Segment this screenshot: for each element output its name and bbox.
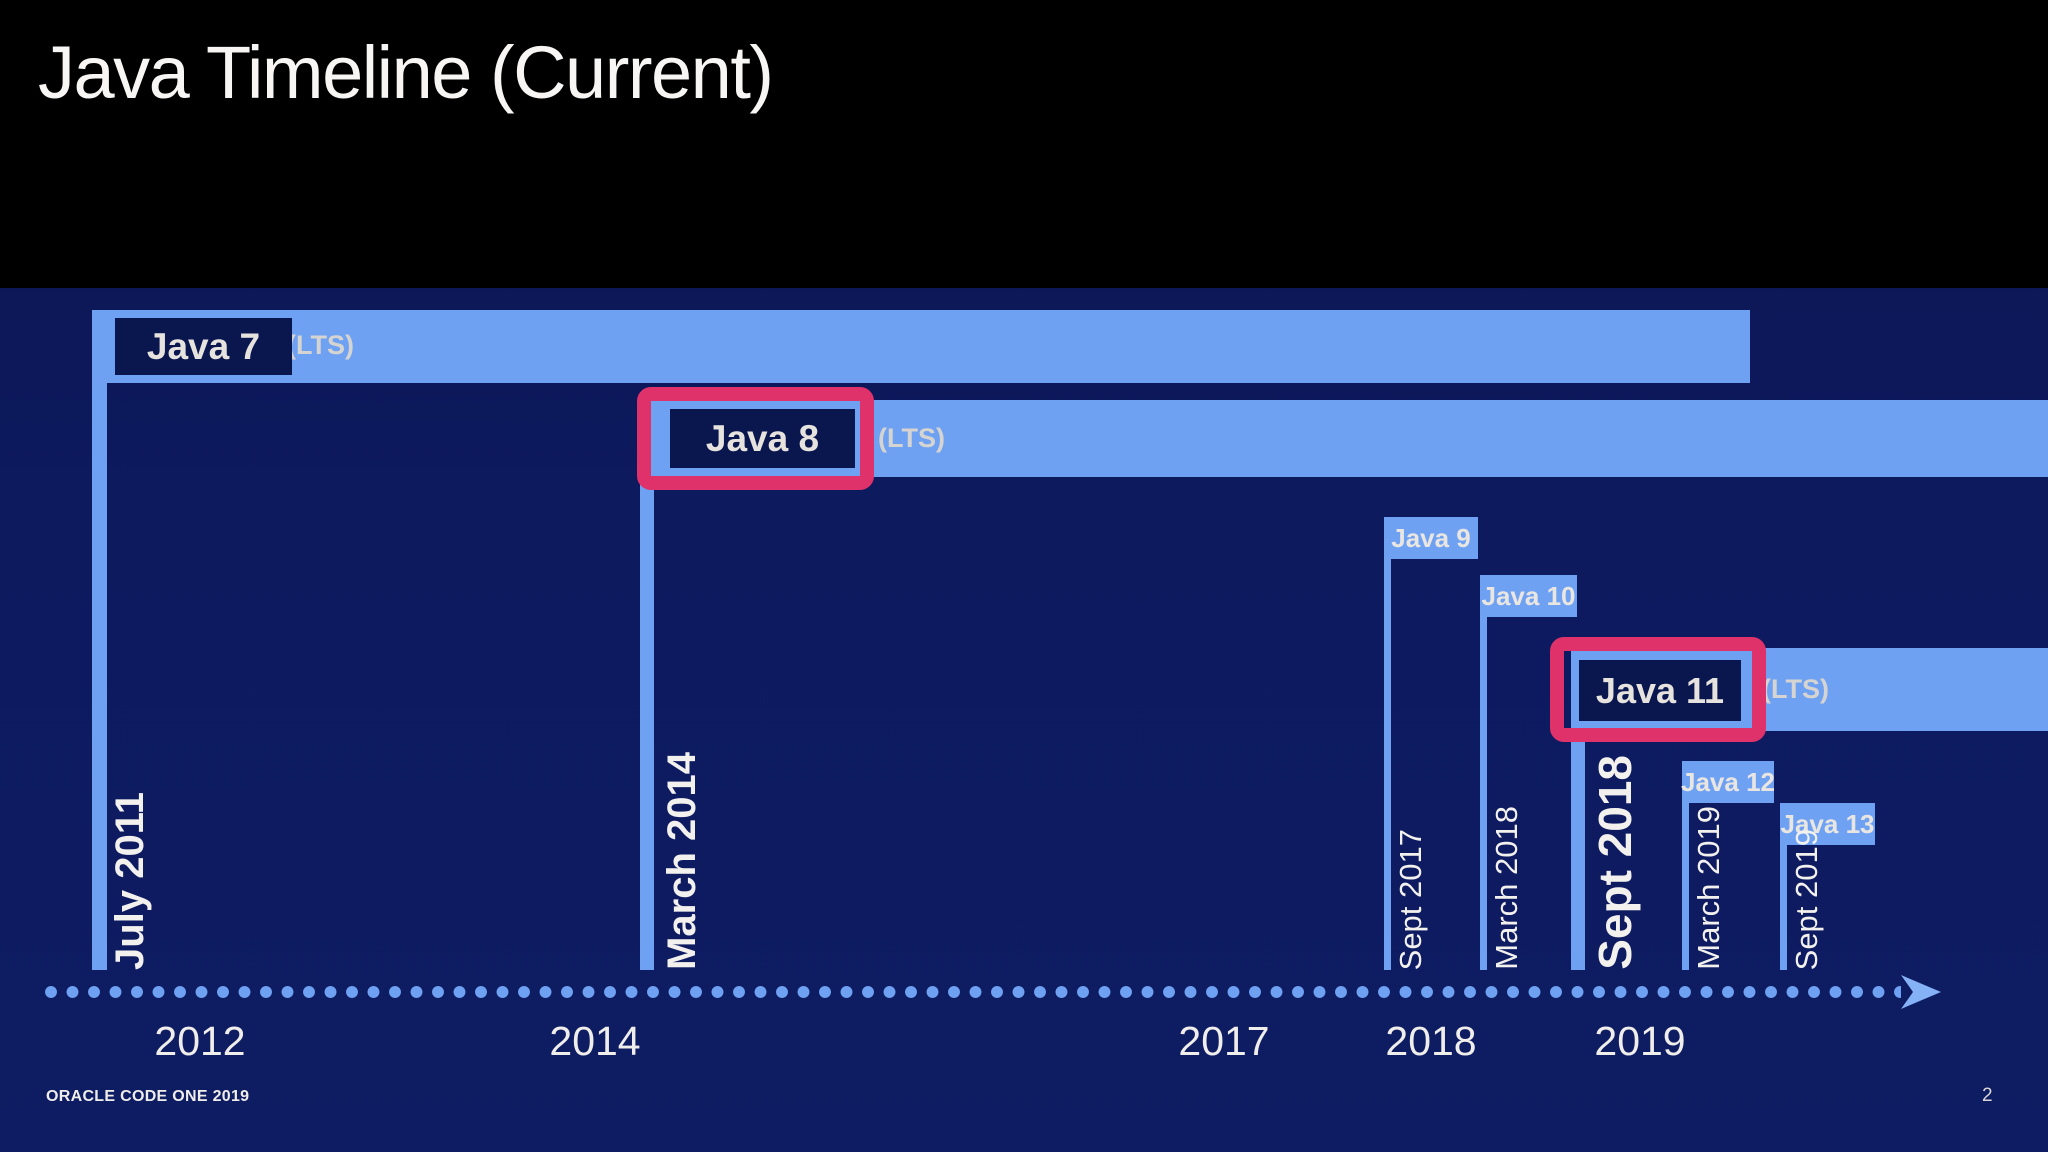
java8-bar [645,400,2048,477]
axis-year-2014: 2014 [549,1018,641,1064]
java11-date-label: Sept 2018 [1589,755,1641,970]
java9-label: Java 9 [1384,517,1478,559]
java9-connector-line [1384,556,1391,970]
timeline-arrow-icon [1901,975,1941,1009]
java11-highlight-frame [1550,637,1766,742]
java8-label: Java 8 [670,409,855,468]
java12-date-label: March 2019 [1691,806,1726,970]
java8-highlight-frame [637,387,874,490]
page-number: 2 [1982,1085,1993,1106]
axis-year-2012: 2012 [154,1018,246,1064]
java13-label: Java 13 [1780,803,1875,845]
java10-date-label: March 2018 [1489,806,1524,970]
java7-connector-line [92,378,107,970]
axis-year-2019: 2019 [1594,1018,1686,1064]
java12-connector-line [1682,800,1689,970]
java7-bar [92,310,1750,383]
java13-connector-line [1780,842,1787,970]
slide-header: Java Timeline (Current) [0,0,2048,288]
axis-year-2017: 2017 [1178,1018,1270,1064]
java8-connector-line [640,470,654,970]
footer-conference-label: ORACLE CODE ONE 2019 [46,1088,250,1105]
java10-label: Java 10 [1480,575,1577,617]
timeline-axis-dots [45,986,1901,998]
java11-connector-line [1571,725,1585,970]
java11-label: Java 11 [1579,660,1741,721]
java8-lts-tag: (LTS) [878,423,945,453]
axis-year-2018: 2018 [1385,1018,1477,1064]
slide-title: Java Timeline (Current) [38,31,774,114]
java7-lts-tag: (LTS) [287,330,354,360]
java11-lts-tag: (LTS) [1762,674,1829,704]
java8-date-label: March 2014 [660,752,704,970]
java12-label: Java 12 [1681,761,1775,803]
java13-date-label: Sept 2019 [1789,828,1824,970]
java10-connector-line [1480,614,1487,970]
java9-date-label: Sept 2017 [1393,828,1428,970]
java7-date-label: July 2011 [108,792,152,970]
java7-label: Java 7 [115,318,292,375]
